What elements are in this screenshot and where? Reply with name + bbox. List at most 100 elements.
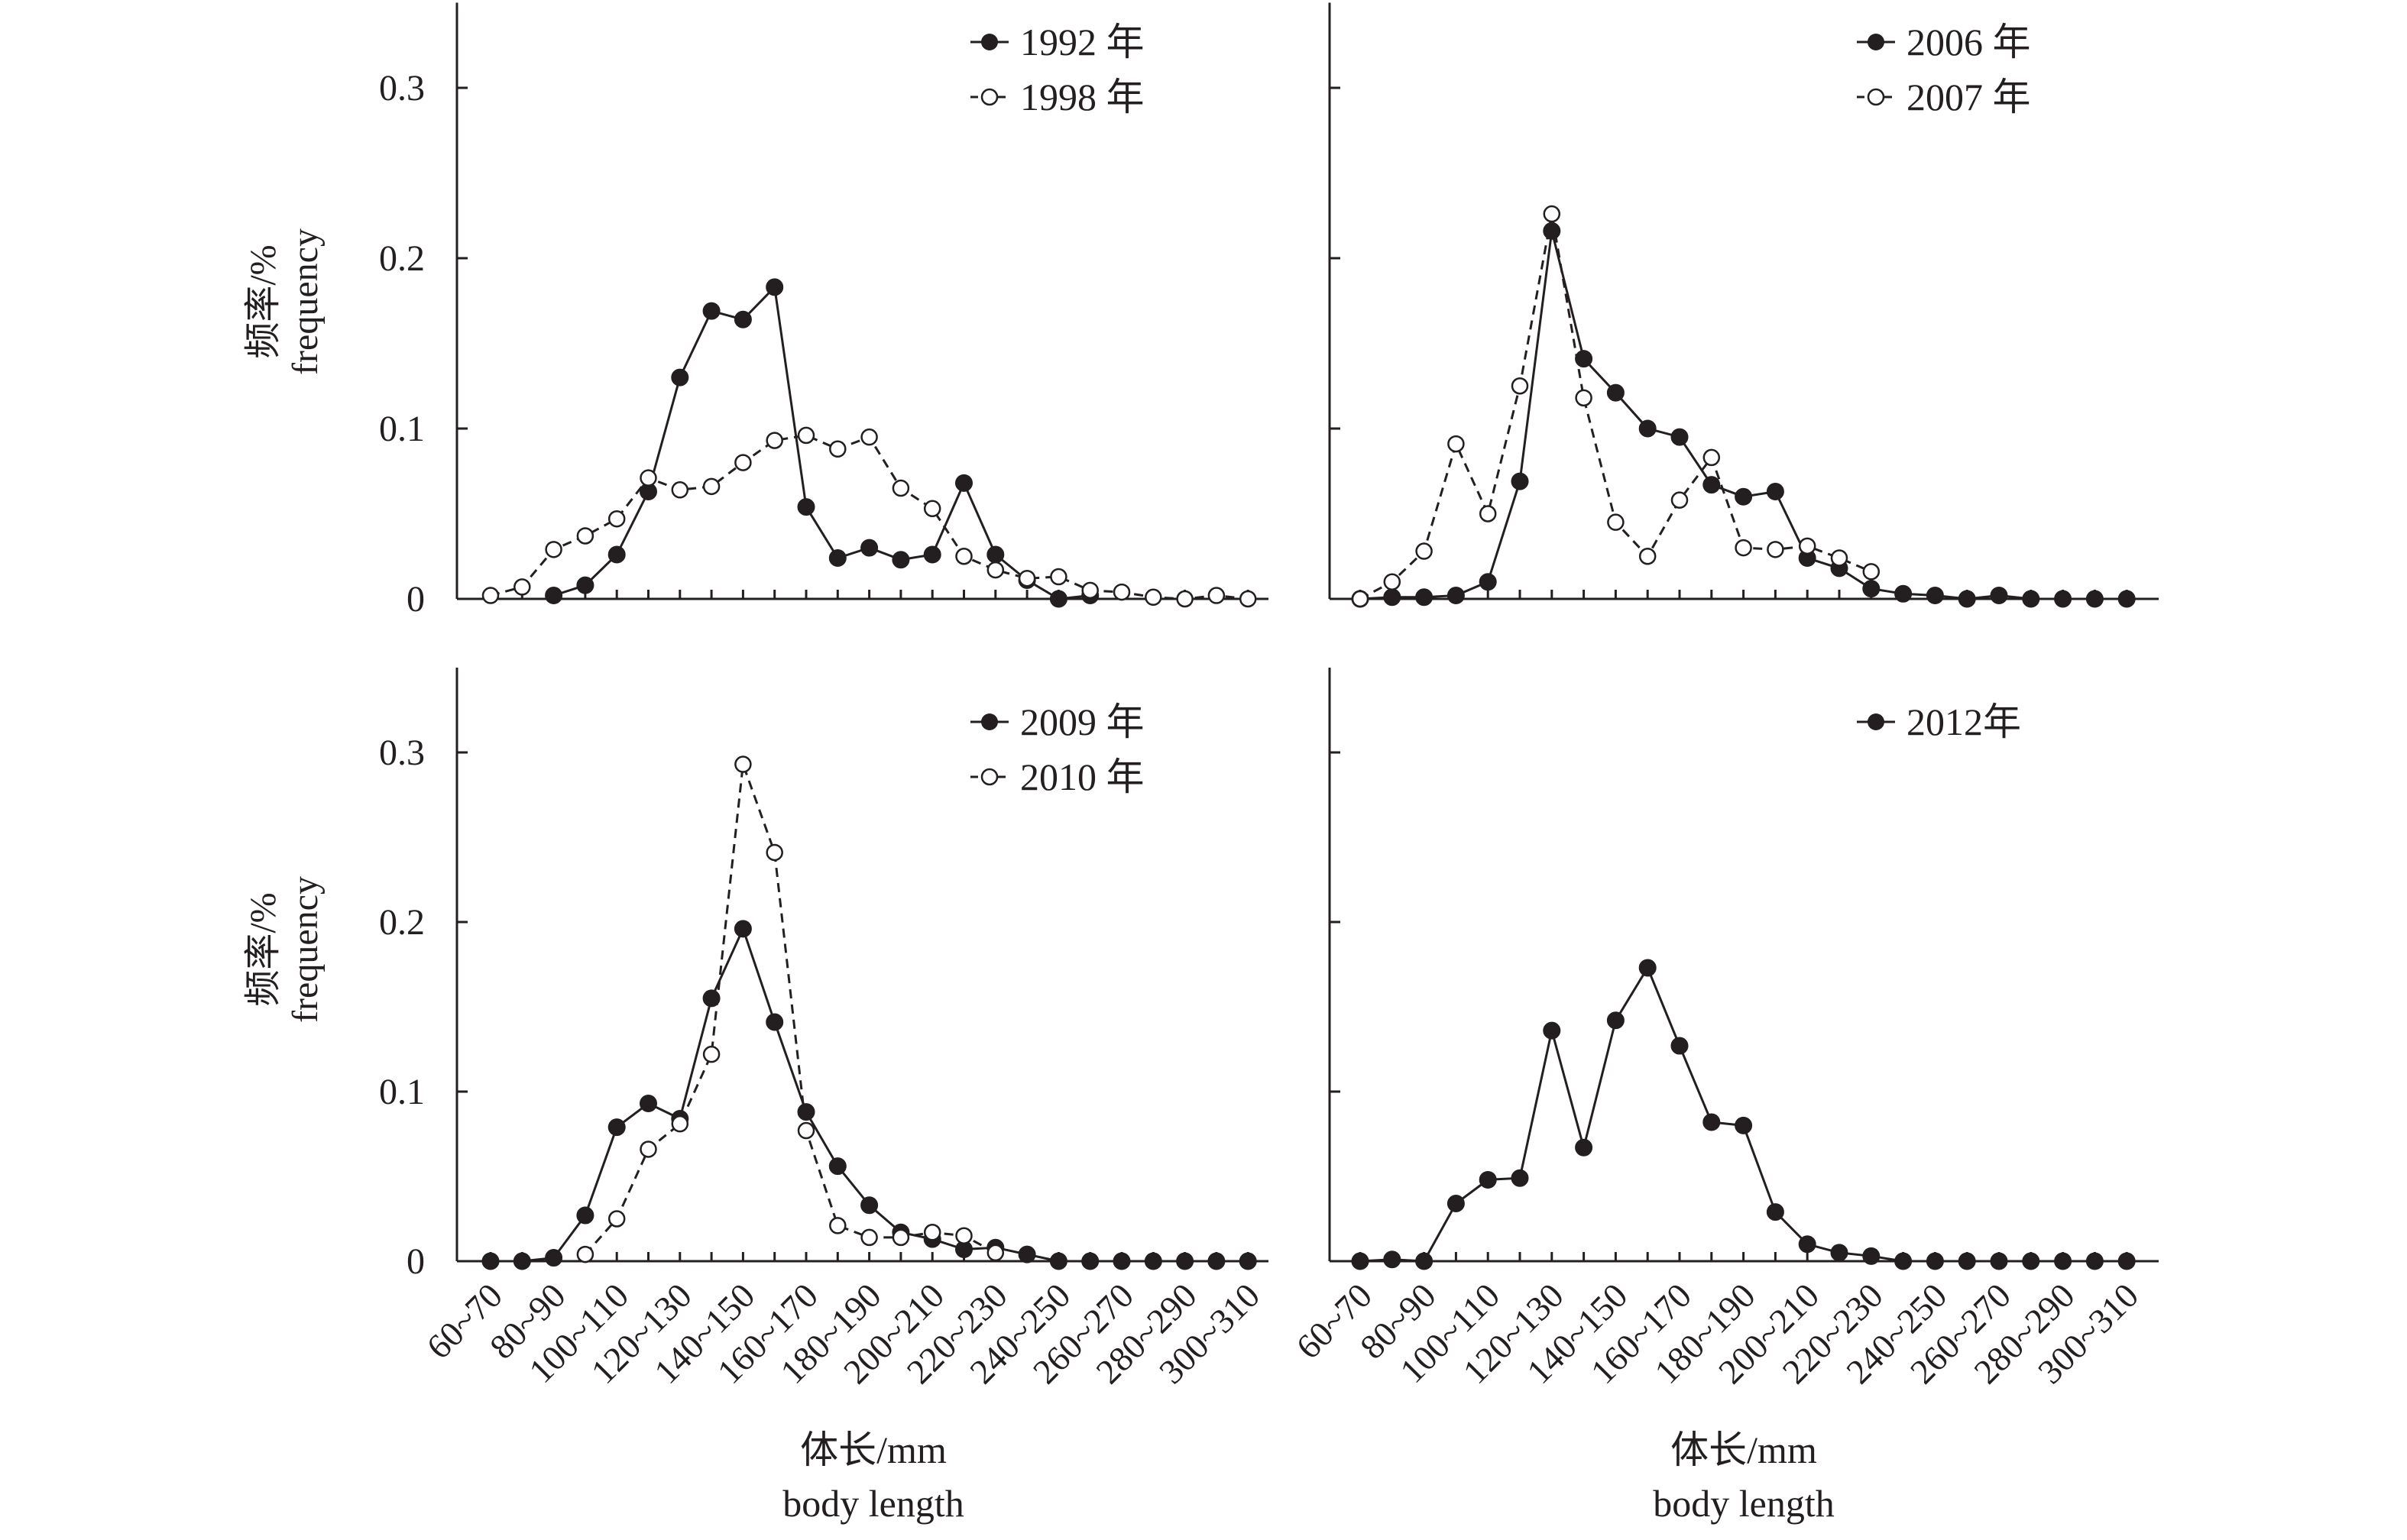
data-point: [1383, 588, 1401, 607]
data-point: [640, 1140, 657, 1158]
data-point: [2022, 1252, 2040, 1270]
data-point: [1862, 563, 1881, 581]
data-point: [860, 428, 878, 446]
data-point: [1207, 1252, 1226, 1270]
data-point: [1735, 539, 1752, 557]
series-line-1: [553, 284, 1090, 600]
data-point: [1543, 1021, 1561, 1040]
data-point: [1638, 548, 1657, 565]
data-point: [545, 587, 563, 605]
x-axis-title-cn: 体长/mm: [1670, 1428, 1817, 1471]
data-point: [1511, 377, 1529, 395]
data-point: [1607, 513, 1625, 531]
data-point: [545, 541, 562, 558]
data-point: [607, 545, 626, 564]
data-point: [797, 1121, 815, 1140]
data-point: [1415, 588, 1434, 607]
data-point: [1670, 1037, 1689, 1055]
data-point: [1049, 1252, 1067, 1270]
data-point: [576, 527, 594, 545]
x-axis-title-left: 体长/mm body length: [782, 1428, 964, 1525]
data-point: [1766, 1203, 1784, 1221]
data-point: [1207, 587, 1226, 604]
x-axis-title-en: body length: [1653, 1482, 1834, 1525]
data-point: [923, 545, 941, 564]
data-point: [1176, 590, 1194, 608]
data-point: [828, 548, 847, 567]
series-line-1: [1359, 965, 2127, 1263]
data-point: [1670, 428, 1689, 446]
y-axis-title-en: frequency: [285, 876, 326, 1023]
data-point: [734, 310, 752, 328]
panels-layer: 0 0.1 0.2 0.3 1992 年 1998 年 2006 年 2007 年 0 0.1 0.…: [379, 2, 2159, 1391]
data-point: [1018, 569, 1036, 587]
legend-label: 1992 年: [1020, 21, 1145, 63]
y-axis-title-en: frequency: [285, 228, 326, 375]
data-point: [702, 477, 721, 496]
legend-marker: [981, 34, 998, 50]
legend-label: 2010 年: [1020, 755, 1145, 798]
data-point: [1958, 1252, 1976, 1270]
y-tick-label: 0: [407, 579, 425, 620]
data-point: [1830, 1244, 1848, 1262]
data-point: [1479, 573, 1497, 591]
y-tick-label: 0.1: [379, 409, 425, 449]
data-point: [513, 578, 531, 596]
data-point: [671, 368, 689, 387]
data-point: [766, 432, 783, 449]
data-point: [1081, 1252, 1100, 1270]
data-point: [797, 1103, 815, 1121]
data-point: [1511, 472, 1529, 490]
data-point: [640, 1095, 657, 1113]
data-point: [1894, 1252, 1913, 1270]
y-axis-title-bottom: 频率/% frequency: [243, 876, 326, 1023]
legend-marker: [1868, 713, 1884, 730]
data-point: [607, 1118, 626, 1137]
legend-marker: [981, 713, 998, 730]
data-point: [1018, 1245, 1036, 1263]
data-point: [1351, 1252, 1369, 1270]
data-point: [860, 1228, 878, 1247]
data-point: [576, 576, 594, 594]
x-axis-title-en: body length: [782, 1482, 964, 1525]
data-point: [766, 1013, 784, 1031]
y-tick-label: 0.1: [379, 1072, 425, 1112]
data-point: [1670, 491, 1689, 509]
data-point: [1383, 1250, 1401, 1269]
legend-marker: [1868, 34, 1884, 50]
data-point: [1575, 350, 1593, 368]
data-point: [671, 1115, 689, 1133]
data-point: [860, 1196, 879, 1215]
data-point: [1081, 581, 1099, 600]
data-point: [2085, 1252, 2104, 1270]
data-point: [1511, 1169, 1529, 1187]
data-point: [955, 1227, 973, 1244]
data-point: [1050, 568, 1067, 586]
y-axis-title-top: 频率/% frequency: [243, 228, 326, 375]
data-point: [1239, 1252, 1257, 1270]
data-point: [481, 587, 500, 604]
data-point: [734, 920, 752, 938]
data-point: [1113, 583, 1131, 601]
data-point: [1606, 1011, 1625, 1030]
data-point: [1958, 590, 1976, 608]
legend-label: 2009 年: [1020, 700, 1145, 743]
data-point: [734, 755, 752, 773]
data-point: [1606, 383, 1625, 402]
legend-label: 1998 年: [1020, 76, 1145, 118]
data-point: [986, 1244, 1005, 1262]
y-tick-label: 0.2: [379, 238, 425, 279]
data-point: [640, 469, 657, 487]
data-point: [1926, 587, 1944, 605]
data-point: [1479, 1170, 1497, 1189]
chart-panel-bottom-right: 60~7080~90100~110120~130140~150160~17018…: [1288, 668, 2159, 1391]
data-point: [576, 1206, 594, 1225]
data-point: [2022, 590, 2040, 608]
data-point: [1239, 590, 1257, 608]
data-point: [2085, 590, 2104, 608]
data-point: [1862, 580, 1881, 598]
data-point: [1638, 959, 1657, 977]
data-point: [828, 1157, 847, 1176]
chart-panel-top-right: 2006 年 2007 年: [1328, 2, 2159, 608]
